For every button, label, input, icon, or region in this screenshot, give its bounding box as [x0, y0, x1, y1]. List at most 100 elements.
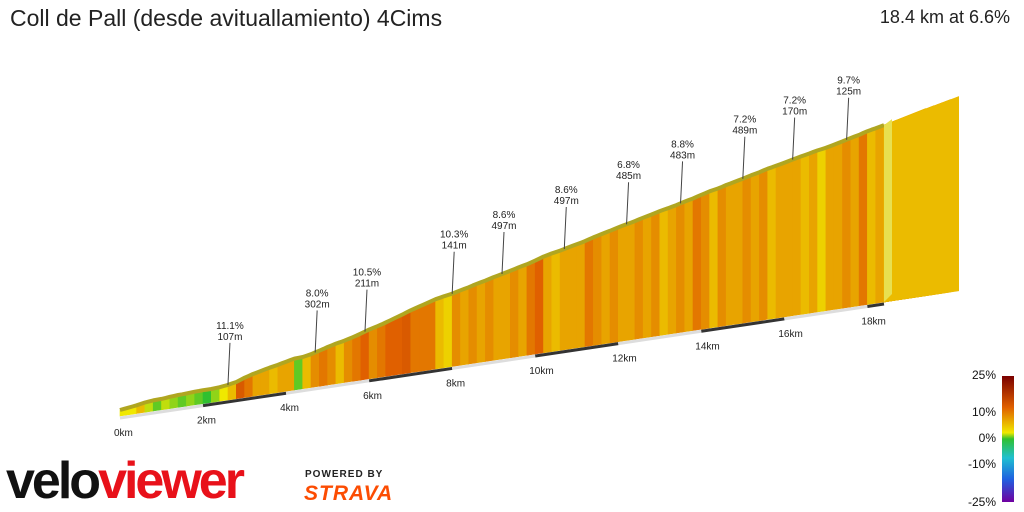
annotation-length: 211m	[355, 279, 379, 290]
profile-segment	[360, 329, 370, 381]
profile-segment	[460, 286, 470, 366]
profile-segment	[327, 343, 337, 386]
profile-segment	[410, 306, 420, 373]
profile-segment	[842, 137, 852, 309]
profile-segment	[285, 358, 295, 392]
annotation-leader	[680, 161, 684, 204]
annotation-leader	[501, 231, 505, 275]
annotation-length: 483m	[670, 150, 695, 161]
annotation-leader	[626, 182, 630, 225]
profile-segment	[651, 210, 661, 338]
profile-segment	[626, 220, 636, 341]
annotation-grade: 7.2%	[733, 115, 756, 126]
axis-tick-label: 14km	[695, 341, 719, 352]
profile-segment	[343, 336, 353, 383]
profile-segment	[817, 147, 827, 313]
profile-segment	[310, 350, 320, 388]
axis-band	[867, 302, 885, 308]
profile-segment	[401, 309, 412, 375]
legend-label-neg10: -10%	[968, 457, 996, 471]
axis-tick-label: 8km	[446, 378, 465, 389]
profile-segment	[883, 96, 960, 303]
veloviewer-logo: veloviewer	[6, 452, 248, 508]
profile-end-face	[884, 119, 892, 302]
annotation-length: 125m	[836, 87, 861, 98]
annotation-leader	[563, 206, 567, 250]
profile-segment	[318, 346, 328, 387]
axis-band	[285, 379, 370, 395]
annotation-grade: 8.6%	[555, 185, 578, 196]
annotation-length: 497m	[554, 196, 579, 207]
profile-segment	[418, 302, 428, 372]
profile-segment	[833, 140, 843, 310]
profile-outline	[119, 119, 892, 412]
axis-tick-label: 2km	[197, 416, 216, 427]
legend-label-max: 25%	[972, 368, 996, 382]
annotation-grade: 8.0%	[306, 288, 329, 299]
distance-axis: 0km 2km 4km 6km 8km 10km 12km 14km 16km 18km	[114, 302, 886, 439]
legend-label-10: 10%	[972, 405, 996, 419]
profile-segment	[692, 194, 702, 331]
profile-segment	[775, 162, 785, 319]
profile-segment	[700, 190, 710, 330]
profile-segment	[468, 283, 478, 365]
profile-segment	[377, 322, 387, 378]
axis-band	[701, 317, 785, 333]
annotation-leader	[314, 310, 318, 353]
profile-segment	[294, 356, 304, 391]
annotation-grade: 9.7%	[837, 76, 860, 87]
axis-band	[119, 404, 204, 420]
profile-segment	[551, 250, 561, 352]
annotation-length: 170m	[782, 107, 807, 118]
profile-segment	[393, 314, 403, 376]
profile-segment	[501, 270, 511, 360]
annotation-leader	[227, 342, 231, 385]
profile-segment	[526, 260, 536, 356]
profile-segment	[709, 188, 719, 329]
profile-segment	[783, 159, 794, 318]
profile-segment	[568, 243, 578, 350]
profile-segment	[352, 333, 362, 382]
profile-segment	[676, 201, 686, 334]
profile-segment	[335, 340, 345, 385]
annotation-leader	[451, 251, 455, 294]
profile-segment	[642, 214, 652, 339]
profile-segment	[435, 295, 445, 370]
profile-segment	[767, 165, 777, 320]
profile-segment	[601, 230, 611, 345]
profile-segment	[609, 226, 619, 344]
annotation-grade: 7.2%	[783, 96, 806, 107]
annotation-leader	[364, 289, 368, 332]
profile-segment	[750, 171, 760, 323]
profile-segment	[825, 144, 835, 312]
annotation-grade: 10.3%	[440, 230, 468, 241]
profile-segment	[667, 204, 677, 335]
axis-tick-label: 4km	[280, 403, 299, 414]
annotation-grade: 11.1%	[216, 321, 244, 332]
profile-segment	[385, 318, 395, 377]
profile-segment	[808, 149, 818, 314]
profile-segment	[759, 168, 769, 321]
profile-segment	[518, 263, 528, 357]
profile-segment	[576, 240, 586, 349]
segment-annotations: 11.1%107m8.0%302m10.5%211m10.3%141m8.6%4…	[216, 76, 861, 385]
profile-segment	[800, 153, 810, 315]
axis-tick-label: 10km	[529, 366, 553, 377]
climb-summary: 18.4 km at 6.6%	[879, 7, 1010, 27]
annotation-length: 497m	[491, 221, 516, 232]
legend-color-bar	[1002, 376, 1014, 502]
profile-segment	[684, 198, 694, 333]
annotation-length: 107m	[217, 332, 242, 343]
axis-tick-label: 6km	[363, 391, 382, 402]
profile-segment	[875, 124, 885, 304]
profile-ridge	[119, 123, 885, 412]
axis-tick-label: 0km	[114, 428, 133, 439]
profile-segment	[426, 298, 436, 371]
profile-segment	[302, 353, 312, 390]
profile-segment	[725, 181, 735, 326]
gradient-legend: 25% 10% 0% -10% -25%	[968, 368, 1014, 509]
powered-by-label: POWERED BY	[305, 469, 384, 480]
profile-segment	[858, 130, 868, 307]
annotation-length: 485m	[616, 171, 641, 182]
